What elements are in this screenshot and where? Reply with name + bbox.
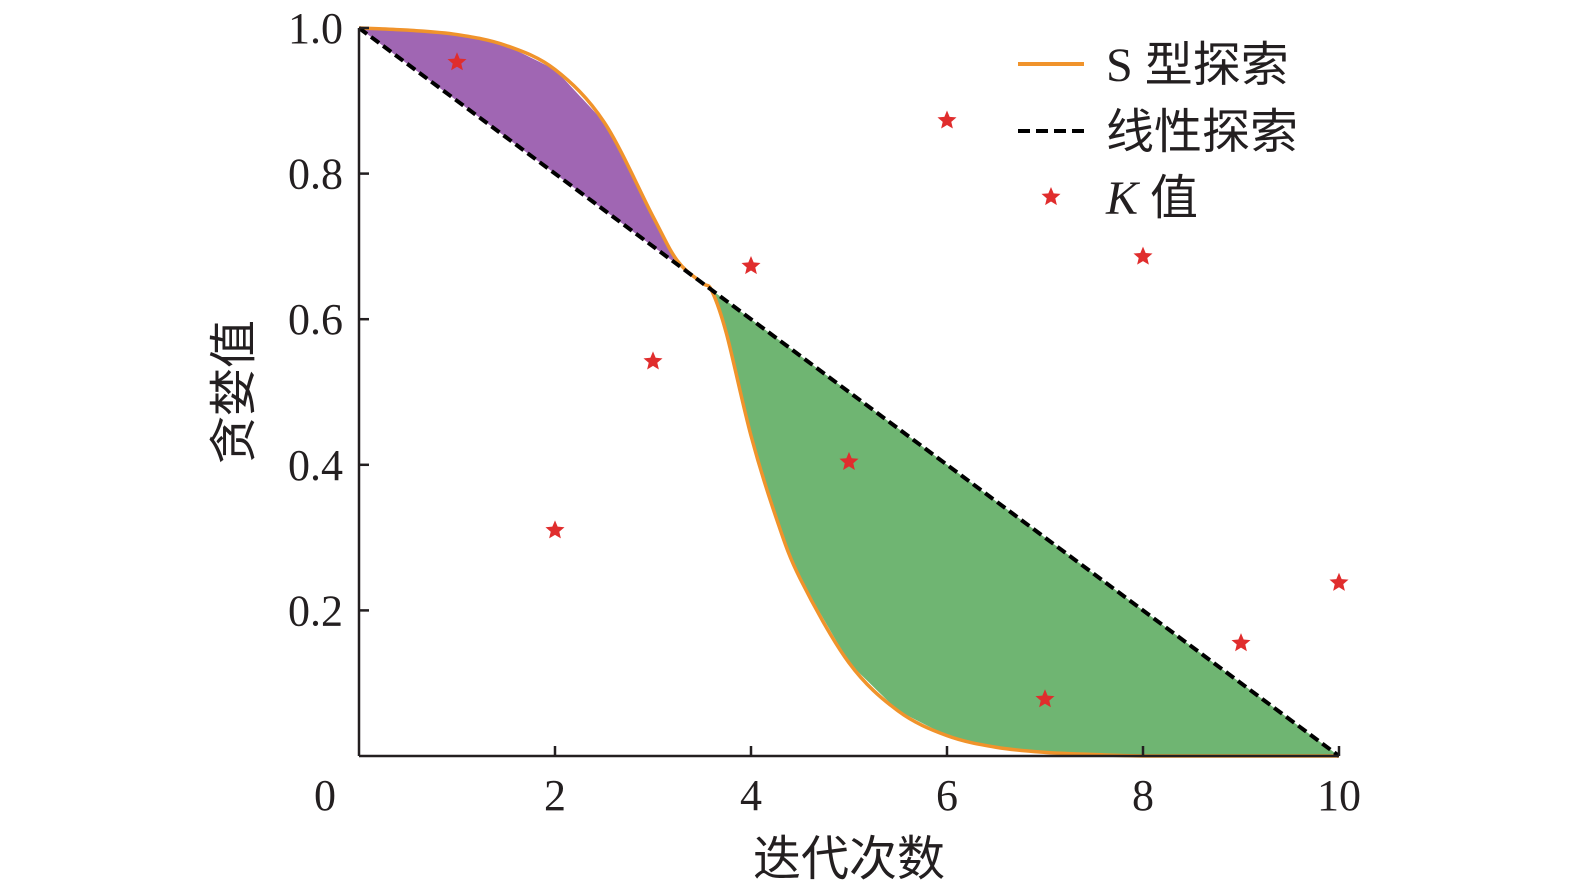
- y-tick-label: 0.4: [288, 441, 343, 490]
- k-value-point-1: [447, 52, 467, 71]
- k-value-point-9: [1231, 633, 1251, 652]
- k-value-point-7: [1035, 689, 1055, 708]
- k-value-point-6: [937, 110, 957, 129]
- legend-label: K 值: [1105, 172, 1198, 225]
- y-axis-title: 贪婪值: [208, 320, 261, 464]
- x-tick-label: 2: [544, 771, 566, 820]
- x-tick-label: 10: [1317, 771, 1361, 820]
- x-tick-label: 8: [1132, 771, 1154, 820]
- y-tick-label: 0.2: [288, 586, 343, 635]
- y-tick-label: 0.8: [288, 150, 343, 199]
- y-tick-label: 0.6: [288, 295, 343, 344]
- series-line-1: [358, 26, 1339, 758]
- legend-label-text: 值: [1138, 172, 1198, 225]
- x-tick-label: 0: [314, 771, 336, 820]
- legend-swatch-k-value: [1041, 187, 1061, 206]
- k-value-point-4: [741, 256, 761, 275]
- legend-label: S 型探索: [1106, 39, 1289, 92]
- series-layer: [357, 26, 1349, 758]
- axes: [357, 28, 1339, 758]
- legend-label: 线性探索: [1106, 106, 1298, 159]
- x-axis-title: 迭代次数: [753, 833, 945, 886]
- k-value-point-8: [1133, 246, 1153, 265]
- x-tick-label: 6: [936, 771, 958, 820]
- shaded-region-1: [359, 28, 712, 291]
- ticks: 0 2 4 6 8 10 0.2 0.4 0.6 0.8 1.0: [288, 4, 1361, 820]
- k-value-point-3: [643, 351, 663, 370]
- k-value-point-2: [545, 520, 565, 539]
- legend-label-italic: K: [1105, 172, 1141, 225]
- legend-label-text: S 型探索: [1106, 39, 1289, 92]
- k-value-point-10: [1329, 572, 1349, 591]
- k-value-point-5: [839, 451, 859, 470]
- legend-label-text: 线性探索: [1106, 106, 1298, 159]
- series-line-2: [357, 26, 1341, 758]
- x-tick-label: 4: [740, 771, 762, 820]
- y-tick-label: 1.0: [288, 4, 343, 53]
